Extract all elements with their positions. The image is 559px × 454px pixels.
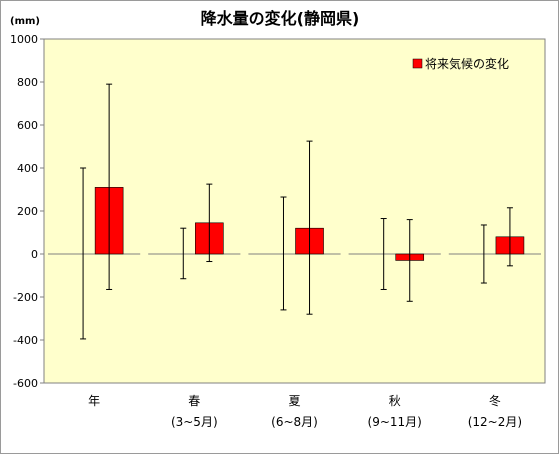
y-tick-label: 800 (17, 76, 38, 89)
y-axis-unit: (mm) (10, 16, 40, 27)
legend: 将来気候の変化 (412, 56, 509, 71)
category-sublabel: (6~8月) (271, 415, 318, 429)
y-tick-label: -600 (13, 377, 38, 390)
category-label: 冬 (489, 393, 501, 408)
category-label: 夏 (288, 394, 300, 408)
category-label: 秋 (389, 394, 401, 408)
category-sublabel: (3~5月) (171, 415, 218, 429)
y-tick-label: 0 (31, 248, 38, 261)
chart-title: 降水量の変化(静岡県) (201, 9, 360, 28)
legend-swatch (412, 58, 423, 69)
y-tick-label: -200 (13, 291, 38, 304)
y-tick-label: 1000 (10, 33, 38, 46)
chart-marks (80, 83, 525, 340)
y-axis: 1000 800 600 400 200 0 -200 -400 -600 (10, 33, 44, 390)
y-tick-label: 200 (17, 205, 38, 218)
y-tick-label: 400 (17, 162, 38, 175)
category-label: 春 (188, 394, 200, 408)
category-sublabel: (9~11月) (368, 415, 422, 429)
x-axis: 年 春 (3~5月) 夏 (6~8月) 秋 (9~11月) 冬 (12~2月) (88, 393, 522, 429)
category-label: 年 (88, 394, 100, 408)
plot-area (43, 38, 546, 384)
y-tick-label: -400 (13, 334, 38, 347)
category-sublabel: (12~2月) (468, 415, 522, 429)
y-tick-label: 600 (17, 119, 38, 132)
legend-label: 将来気候の変化 (425, 56, 509, 71)
